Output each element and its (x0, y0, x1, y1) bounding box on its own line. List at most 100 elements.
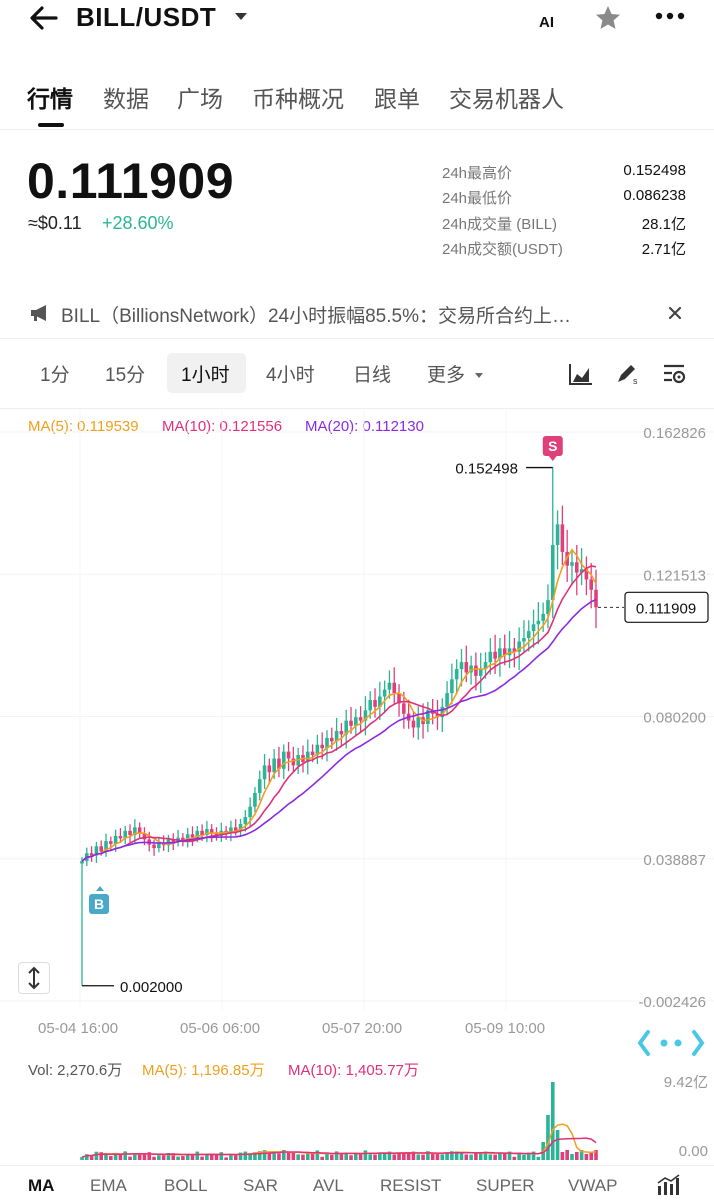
tab-copy-trade[interactable]: 跟单 (374, 86, 420, 112)
volume-bar (185, 1153, 190, 1160)
candle-body (411, 720, 416, 728)
candle-body (185, 834, 190, 841)
candle-body (329, 737, 334, 742)
candle-body (579, 569, 584, 573)
area-chart-icon[interactable] (568, 362, 594, 386)
stat-label-volume: 24h成交量 (BILL) (442, 216, 558, 233)
candle-body (339, 730, 344, 735)
volume-chart[interactable]: 9.42亿 0.00 (0, 1075, 714, 1165)
indicator-avl[interactable]: AVL (313, 1176, 344, 1195)
announcement-text[interactable]: BILL（BillionsNetwork）24小时振幅85.5%：交易所合约上… (61, 306, 571, 327)
candle-body (118, 835, 123, 839)
chart-grid (0, 410, 714, 1010)
interval-more[interactable]: 更多 (427, 360, 484, 387)
indicator-super[interactable]: SUPER (476, 1176, 535, 1195)
y-axis-label: 0.162826 (643, 425, 706, 442)
candle-body (512, 648, 517, 652)
candle-body (277, 758, 281, 769)
caret-down-icon[interactable] (234, 12, 248, 22)
ma10-line (81, 565, 597, 862)
candle-body (310, 751, 315, 756)
indicator-boll[interactable]: BOLL (164, 1176, 208, 1195)
volume-bar (190, 1153, 195, 1160)
candle-body (445, 693, 449, 707)
pair-title[interactable]: BILL/USDT (76, 2, 217, 32)
current-price-tag: 0.111909 (636, 600, 696, 617)
volume-bar (570, 1154, 574, 1160)
volume-bar (214, 1154, 219, 1160)
candlestick-chart[interactable]: 0.152498 0.002000 S B 0.111909 0.162826 0.121… (0, 408, 714, 1048)
close-icon[interactable] (666, 304, 684, 322)
arrow-left-icon[interactable] (28, 4, 60, 32)
volume-bar (118, 1154, 123, 1160)
volume-bar (238, 1152, 243, 1160)
volume-bar (301, 1154, 305, 1160)
buy-marker-label: B (94, 896, 104, 912)
candle-body (262, 765, 267, 780)
stat-label-turnover: 24h成交额(USDT) (442, 241, 563, 258)
volume-bar (358, 1153, 363, 1160)
sell-marker-label: S (548, 438, 557, 454)
candle-body (171, 839, 176, 842)
tab-market[interactable]: 行情 (27, 86, 73, 112)
volume-bar (574, 1152, 579, 1160)
volume-bar (406, 1152, 411, 1160)
candle-body (104, 841, 108, 852)
tab-coin-overview[interactable]: 币种概况 (252, 86, 344, 112)
volume-bar (483, 1151, 488, 1160)
interval-15m[interactable]: 15分 (105, 365, 146, 386)
volume-bar (224, 1157, 228, 1160)
volume-bars (80, 1082, 598, 1160)
volume-bar (531, 1151, 536, 1160)
indicator-sar[interactable]: SAR (243, 1176, 278, 1195)
candle-body (200, 830, 204, 835)
tab-square[interactable]: 广场 (177, 86, 223, 112)
volume-axis-min: 0.00 (679, 1143, 708, 1160)
volume-bar (243, 1151, 248, 1160)
volume-bar (387, 1151, 392, 1160)
interval-1h[interactable]: 1小时 (181, 365, 230, 386)
volume-bar (310, 1153, 315, 1160)
volume-bar (334, 1151, 339, 1160)
star-icon[interactable] (594, 4, 622, 32)
vertical-arrows-icon (28, 966, 40, 990)
x-axis-label: 05-04 16:00 (38, 1020, 119, 1037)
ai-assistant-button[interactable]: AI (539, 14, 554, 31)
interval-more-label: 更多 (427, 365, 466, 386)
y-axis-label: 0.080200 (643, 710, 706, 727)
ma5-legend: MA(5): 0.119539 (28, 418, 139, 435)
volume-bar (560, 1152, 565, 1160)
candle-body (478, 668, 483, 676)
volume-bar (291, 1151, 296, 1160)
volume-bar (181, 1156, 185, 1160)
volume-bar (430, 1153, 435, 1160)
ma-lines (81, 548, 597, 862)
floating-widget-icon[interactable] (636, 1026, 706, 1060)
indicator-ema[interactable]: EMA (90, 1176, 127, 1195)
interval-1m[interactable]: 1分 (40, 365, 70, 386)
announcement-bar[interactable]: BILL（BillionsNetwork）24小时振幅85.5%：交易所合约上… (0, 296, 714, 336)
settings-icon[interactable] (662, 362, 688, 386)
candle-body (238, 823, 243, 831)
candle-body (291, 758, 296, 766)
tab-data[interactable]: 数据 (103, 86, 149, 112)
interval-1d[interactable]: 日线 (353, 365, 392, 386)
interval-4h[interactable]: 4小时 (266, 365, 315, 386)
indicator-vwap[interactable]: VWAP (568, 1176, 618, 1195)
indicator-resist[interactable]: RESIST (380, 1176, 442, 1195)
volume-bar (502, 1152, 507, 1160)
candle-body (368, 699, 373, 711)
volume-bar (277, 1153, 281, 1160)
volume-ma5-line (81, 1123, 597, 1158)
tab-trading-bot[interactable]: 交易机器人 (449, 86, 564, 112)
volume-bar (94, 1151, 99, 1160)
draw-tool-icon[interactable]: s (615, 362, 641, 386)
candle-body (397, 693, 401, 704)
indicator-ma[interactable]: MA (28, 1176, 55, 1195)
candle-body (440, 706, 445, 718)
volume-bar (104, 1154, 108, 1160)
chart-resize-button[interactable] (18, 962, 50, 994)
volume-bar (416, 1154, 421, 1160)
indicator-chart-icon[interactable] (656, 1174, 682, 1196)
more-icon[interactable] (654, 8, 686, 24)
